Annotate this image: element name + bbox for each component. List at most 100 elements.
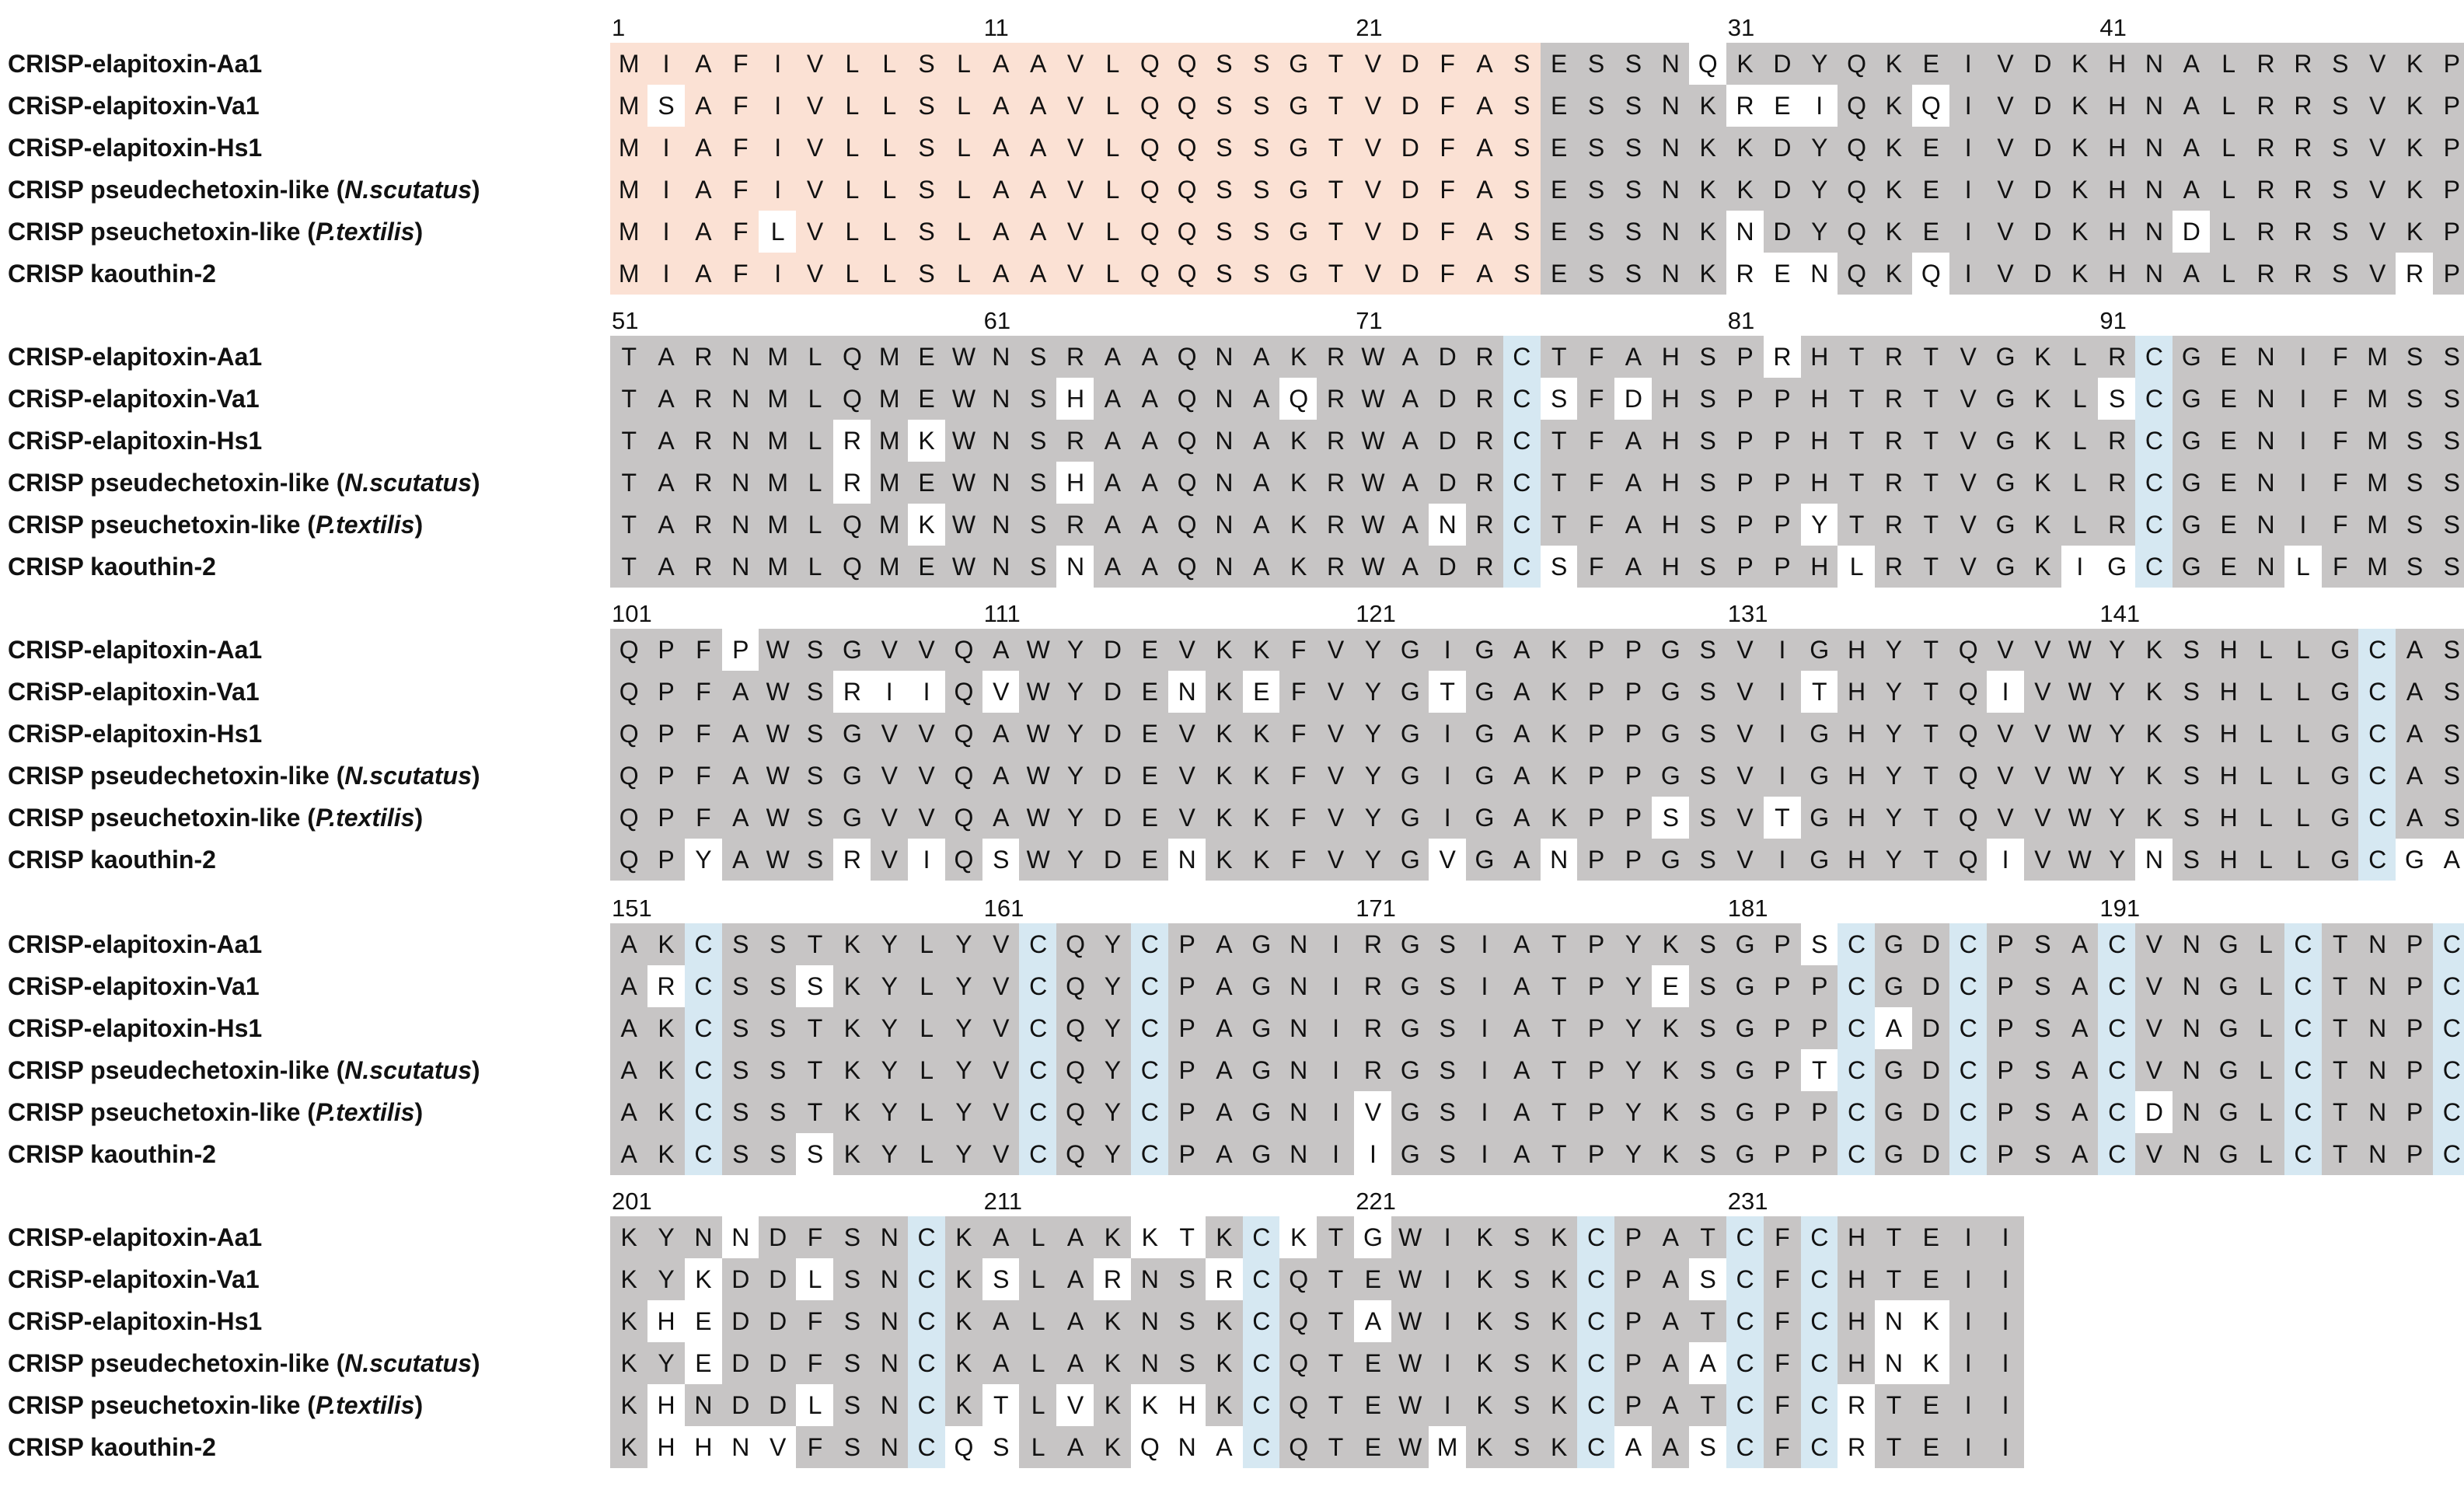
residue: S [1205,169,1244,211]
residue: I [1986,1216,2025,1258]
residue: D [2023,85,2062,127]
residue: V [1317,713,1355,755]
residue: K [2135,713,2173,755]
residue: I [1763,629,1802,671]
residue: S [1688,1426,1727,1468]
residue: G [833,755,871,797]
residue: R [1317,420,1355,462]
residue: C [2135,378,2173,420]
residue: L [2209,85,2248,127]
residue: V [982,965,1021,1007]
residue: N [721,420,760,462]
position-number: 51 [612,307,639,334]
residue: W [759,797,797,839]
residue: Q [610,671,648,713]
residue: C [1800,1258,1838,1300]
residue: Q [1279,1258,1318,1300]
residue: L [833,253,871,295]
residue: Q [1167,420,1206,462]
residue: F [2321,546,2359,588]
species-name: P.textilis [315,1391,415,1419]
residue: A [1019,169,1057,211]
residue: S [796,671,834,713]
residue: L [1094,253,1132,295]
residue: N [2135,127,2173,169]
residue: F [1763,1342,1802,1384]
residue: S [1502,1342,1541,1384]
sequence-name: CRiSP-elapitoxin-Hs1 [8,713,262,755]
sequence-name-text: CRISP-elapitoxin-Aa1 [8,50,263,78]
residue: F [796,1342,834,1384]
residue: G [1726,1007,1764,1049]
residue: A [1465,169,1504,211]
residue: S [1502,1384,1541,1426]
residue: A [647,336,686,378]
residue: N [2173,1049,2211,1091]
residue: I [871,671,909,713]
residue: V [2023,629,2062,671]
residue: C [1019,1007,1057,1049]
sequence-name: CRiSP-elapitoxin-Va1 [8,1258,260,1300]
residue: A [1502,839,1541,881]
residue: C [1800,1342,1838,1384]
residue: Q [1838,253,1876,295]
residue: A [1205,1426,1244,1468]
residue: A [1465,127,1504,169]
residue: C [1577,1300,1615,1342]
residue: I [1800,85,1838,127]
residue: A [2433,839,2464,881]
residue: G [1652,629,1690,671]
residue: S [1688,1049,1727,1091]
residue: S [907,211,946,253]
residue: L [1094,43,1132,85]
residue: I [1428,1258,1467,1300]
residue: C [2433,965,2464,1007]
residue: I [2284,336,2323,378]
residue: S [1019,336,1057,378]
residue: D [759,1258,797,1300]
residue: T [1875,1258,1913,1300]
residue: A [2173,85,2211,127]
residue: K [1726,169,1764,211]
sequence-name: CRISP-elapitoxin-Aa1 [8,923,262,965]
residue: G [1875,1049,1913,1091]
residue: Q [610,713,648,755]
residue: V [1354,169,1392,211]
residue: T [1317,1342,1355,1384]
residue: W [2061,629,2099,671]
residue: M [1428,1426,1467,1468]
residue: P [647,629,686,671]
residue: G [833,797,871,839]
residue: C [2433,1133,2464,1175]
residue: M [759,378,797,420]
residue: S [2023,923,2062,965]
residue: D [2135,1091,2173,1133]
residue: A [647,462,686,504]
residue: P [2433,127,2464,169]
residue: K [2061,253,2099,295]
residue: F [721,253,760,295]
residue: W [1354,546,1392,588]
residue: Y [1875,839,1913,881]
residue: K [1875,169,1913,211]
residue: L [2061,336,2099,378]
residue: K [1205,797,1244,839]
residue: S [796,755,834,797]
residue: L [944,43,983,85]
residue: V [2135,965,2173,1007]
residue: T [1317,169,1355,211]
residue: Q [1131,127,1169,169]
residue: C [1800,1426,1838,1468]
residue: V [759,1426,797,1468]
position-number: 131 [1727,600,1768,627]
residue: N [1652,43,1690,85]
sequence-name-text: CRiSP-elapitoxin-Va1 [8,92,260,120]
sequence-name: CRISP kaouthin-2 [8,839,216,881]
residue: K [1652,923,1690,965]
residue: P [1577,797,1615,839]
residue: Y [1354,839,1392,881]
residue: I [1317,1133,1355,1175]
residue: N [2173,1007,2211,1049]
residue: T [1540,504,1578,546]
residue: A [1652,1426,1690,1468]
